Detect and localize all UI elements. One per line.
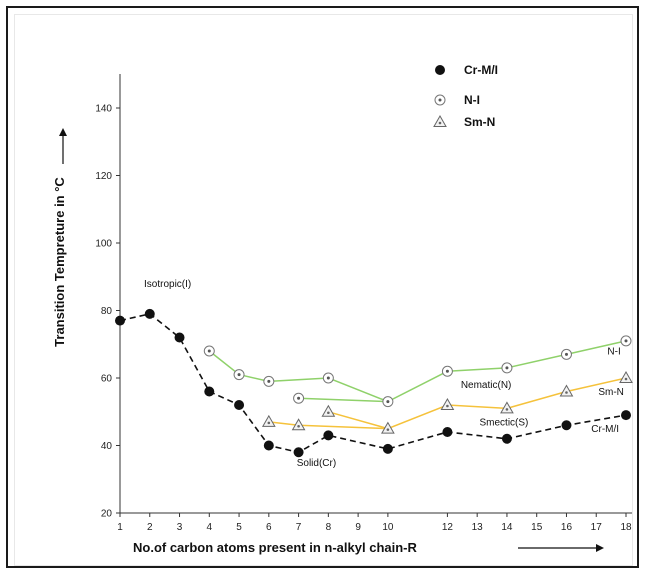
- n-i-point: [233, 369, 245, 381]
- x-tick-label: 10: [382, 522, 394, 533]
- cr-mi-point: [435, 65, 445, 75]
- annotation-label: Cr-M/I: [591, 424, 619, 435]
- cr-mi-point: [323, 430, 334, 441]
- n-i-point: [263, 375, 275, 387]
- legend-label: Cr-M/I: [464, 63, 498, 77]
- x-tick-label: 5: [236, 522, 242, 533]
- x-tick-label: 4: [207, 522, 213, 533]
- x-tick-label: 2: [147, 522, 153, 533]
- x-axis-title: No.of carbon atoms present in n-alkyl ch…: [133, 540, 417, 555]
- legend-label: N-I: [464, 93, 480, 107]
- x-tick-label: 15: [531, 522, 543, 533]
- x-tick-label: 3: [177, 522, 183, 533]
- sm-n-point: [619, 370, 633, 383]
- annotation-label: Sm-N: [598, 387, 624, 398]
- x-axis-arrowhead: [596, 544, 604, 552]
- n-i-point: [434, 94, 446, 106]
- y-tick-label: 60: [101, 374, 113, 385]
- series-line-1: [298, 397, 388, 403]
- sm-n-point: [291, 418, 306, 431]
- annotation-label: N-I: [607, 346, 620, 357]
- cr-mi-point: [174, 332, 185, 343]
- cr-mi-point: [501, 433, 512, 444]
- y-axis-title: Transition Tempreture in °C: [52, 177, 67, 347]
- sm-n-point: [321, 404, 336, 417]
- sm-n-point: [433, 114, 447, 127]
- n-i-point: [382, 396, 394, 408]
- annotation-label: Smectic(S): [480, 417, 529, 428]
- x-tick-label: 1: [117, 522, 123, 533]
- sm-n-point: [261, 414, 276, 427]
- legend: Cr-M/I N-I Sm-N: [433, 63, 498, 129]
- x-tick-label: 16: [561, 522, 573, 533]
- n-i-point: [203, 345, 215, 357]
- sm-n-point: [381, 421, 395, 434]
- cr-mi-point: [204, 386, 215, 397]
- x-tick-label: 8: [326, 522, 332, 533]
- cr-mi-point: [442, 427, 453, 437]
- cr-mi-point: [382, 443, 393, 454]
- annotations: Isotropic(I) N-I Nematic(N) Sm-N Smectic(S) C…: [144, 279, 624, 469]
- n-i-point: [501, 362, 513, 374]
- x-tick-label: 13: [472, 522, 484, 533]
- n-i-point: [293, 392, 305, 404]
- n-i-point: [620, 335, 632, 347]
- x-tick-label: 14: [501, 522, 513, 533]
- cr-mi-point: [144, 308, 155, 319]
- n-i-point: [322, 372, 334, 384]
- n-i-point: [560, 348, 572, 360]
- annotation-label: Nematic(N): [461, 380, 512, 391]
- y-tick-label: 120: [95, 171, 112, 182]
- y-tick-label: 140: [95, 104, 112, 115]
- figure-frame: [6, 6, 639, 568]
- x-tick-label: 17: [591, 522, 603, 533]
- cr-mi-point: [293, 447, 304, 458]
- cr-mi-point: [115, 315, 125, 326]
- sm-n-point: [440, 397, 455, 410]
- y-tick-label: 20: [101, 509, 113, 520]
- y-tick-label: 80: [101, 306, 113, 317]
- series-line-2: [328, 411, 389, 430]
- x-tick-label: 7: [296, 522, 302, 533]
- sm-n-point: [559, 384, 574, 397]
- series-line-0: [119, 313, 627, 454]
- x-tick-label: 18: [620, 522, 632, 533]
- y-tick-label: 40: [101, 441, 113, 452]
- series-lines: [119, 313, 627, 454]
- y-axis-arrowhead: [59, 128, 67, 136]
- x-tick-label: 6: [266, 522, 272, 533]
- sm-n-point: [500, 401, 514, 414]
- n-i-point: [441, 365, 453, 377]
- figure-inner-border: [14, 14, 633, 566]
- x-tick-label: 12: [442, 522, 454, 533]
- cr-mi-point: [234, 400, 245, 410]
- cr-mi-point: [621, 410, 631, 421]
- annotation-label: Solid(Cr): [297, 458, 336, 469]
- series-markers: [115, 308, 633, 458]
- legend-label: Sm-N: [464, 115, 495, 129]
- y-tick-label: 100: [95, 239, 112, 250]
- cr-mi-point: [263, 440, 274, 451]
- x-tick-label: 9: [355, 522, 361, 533]
- cr-mi-point: [561, 420, 572, 431]
- annotation-label: Isotropic(I): [144, 279, 191, 290]
